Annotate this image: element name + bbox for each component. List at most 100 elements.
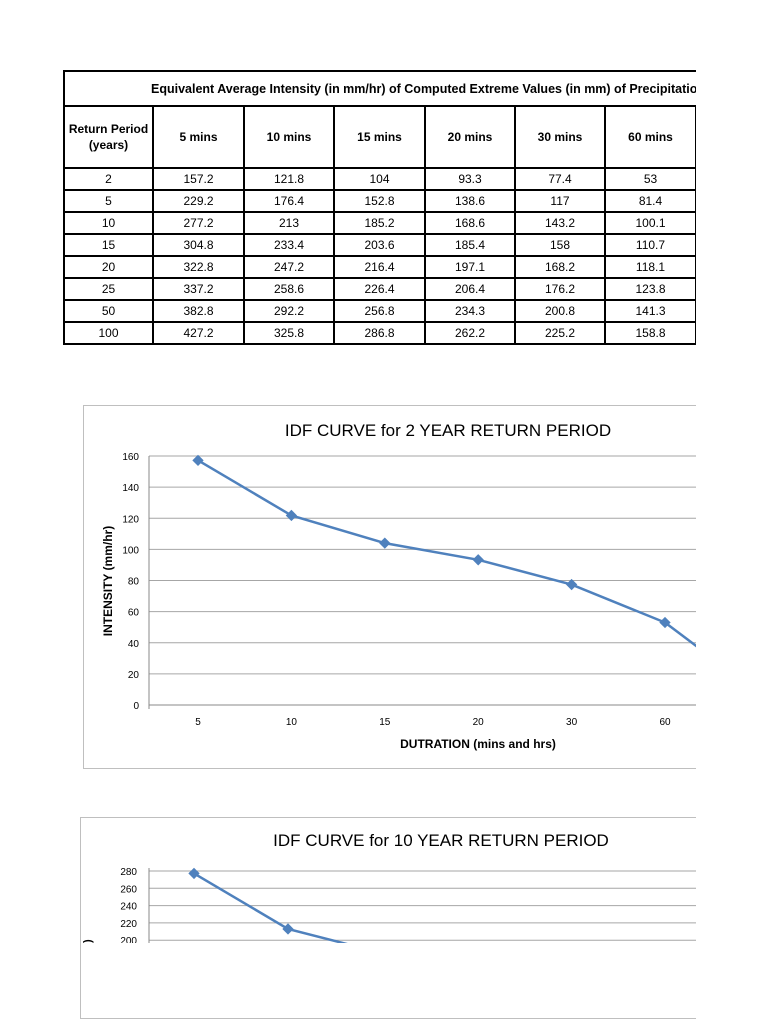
intensity-cell: 382.8 <box>152 299 245 323</box>
y-tick-label: 0 <box>133 701 139 712</box>
return-period-cell: 10 <box>63 211 154 235</box>
intensity-cell: 197.1 <box>424 255 516 279</box>
chart-title: IDF CURVE for 10 YEAR RETURN PERIOD <box>273 831 609 850</box>
return-period-cell: 5 <box>63 189 154 213</box>
series-line-continuation <box>664 621 696 648</box>
data-point-marker <box>379 537 391 549</box>
y-tick-label: 260 <box>120 884 137 895</box>
table-title: Equivalent Average Intensity (in mm/hr) … <box>62 70 696 107</box>
y-tick-label: 140 <box>122 483 139 494</box>
return-period-cell: 25 <box>63 277 154 301</box>
y-tick-label: 80 <box>128 577 140 588</box>
intensity-cell: 123.8 <box>604 277 696 301</box>
return-period-cell: 2 <box>63 167 154 191</box>
intensity-cell: 104 <box>333 167 426 191</box>
column-header: 15 mins <box>333 105 426 169</box>
y-tick-label: 200 <box>120 936 137 947</box>
intensity-cell: 216.4 <box>333 255 426 279</box>
return-period-cell: 100 <box>63 321 154 345</box>
chart-title: IDF CURVE for 2 YEAR RETURN PERIOD <box>285 421 611 440</box>
return-period-cell: 15 <box>63 233 154 257</box>
data-point-marker <box>192 454 204 467</box>
y-tick-label: 100 <box>122 545 139 556</box>
intensity-cell: 226.4 <box>333 277 426 301</box>
intensity-cell: 337.2 <box>152 277 245 301</box>
intensity-cell: 117 <box>514 189 606 213</box>
intensity-cell: 118.1 <box>604 255 696 279</box>
y-tick-label: 40 <box>128 639 140 650</box>
intensity-cell: 77.4 <box>514 167 606 191</box>
intensity-cell: 158 <box>514 233 606 257</box>
intensity-cell: 185.2 <box>333 211 426 235</box>
column-header: 5 mins <box>152 105 245 169</box>
intensity-cell: 427.2 <box>152 321 245 345</box>
y-tick-label: 160 <box>122 452 139 463</box>
intensity-cell: 325.8 <box>243 321 335 345</box>
intensity-cell: 168.6 <box>424 211 516 235</box>
intensity-cell: 168.2 <box>514 255 606 279</box>
series-line <box>193 872 383 955</box>
x-tick-label: 60 <box>659 717 671 728</box>
x-tick-label: 20 <box>473 717 485 728</box>
y-tick-label: 220 <box>120 919 137 930</box>
y-tick-label: 280 <box>120 867 137 878</box>
intensity-cell: 258.6 <box>243 277 335 301</box>
document-page: Equivalent Average Intensity (in mm/hr) … <box>62 70 696 1019</box>
column-header: 20 mins <box>424 105 516 169</box>
intensity-cell: 121.8 <box>243 167 335 191</box>
column-header: 30 mins <box>514 105 606 169</box>
table-row: 25 337.2 258.6 226.4 206.4 176.2 123.8 <box>63 277 696 301</box>
data-point-marker <box>282 923 294 935</box>
intensity-cell: 322.8 <box>152 255 245 279</box>
intensity-cell: 213 <box>243 211 335 235</box>
y-axis-label-fragment: ) <box>82 939 94 943</box>
intensity-cell: 256.8 <box>333 299 426 323</box>
intensity-cell: 157.2 <box>152 167 245 191</box>
data-point-marker <box>188 867 200 880</box>
x-tick-label: 10 <box>286 717 298 728</box>
intensity-cell: 229.2 <box>152 189 245 213</box>
intensity-cell: 277.2 <box>152 211 245 235</box>
intensity-cell: 93.3 <box>424 167 516 191</box>
intensity-cell: 53 <box>604 167 696 191</box>
intensity-cell: 225.2 <box>514 321 606 345</box>
idf-chart-2-year: IDF CURVE for 2 YEAR RETURN PERIOD 0 20 40 6… <box>83 405 696 769</box>
x-tick-label: 30 <box>566 717 578 728</box>
data-point-marker <box>285 509 298 522</box>
intensity-cell: 247.2 <box>243 255 335 279</box>
series-line <box>197 459 666 624</box>
return-period-header: Return Period (years) <box>63 105 154 169</box>
y-tick-label: 60 <box>128 608 140 619</box>
y-axis-label: INTENSITY (mm/hr) <box>101 526 115 636</box>
table-row: 15 304.8 233.4 203.6 185.4 158 110.7 <box>63 233 696 257</box>
intensity-cell: 200.8 <box>514 299 606 323</box>
intensity-cell: 143.2 <box>514 211 606 235</box>
table-row: 5 229.2 176.4 152.8 138.6 117 81.4 <box>63 189 696 213</box>
intensity-cell: 176.4 <box>243 189 335 213</box>
page-cutoff <box>81 943 696 1018</box>
x-axis-label: DUTRATION (mins and hrs) <box>400 737 556 751</box>
table-row: 100 427.2 325.8 286.8 262.2 225.2 158.8 <box>63 321 696 345</box>
y-tick-label: 120 <box>122 514 139 525</box>
column-header: 60 mins <box>604 105 696 169</box>
intensity-cell: 292.2 <box>243 299 335 323</box>
intensity-cell: 203.6 <box>333 233 426 257</box>
intensity-cell: 81.4 <box>604 189 696 213</box>
return-period-cell: 20 <box>63 255 154 279</box>
data-point-marker <box>472 554 484 566</box>
intensity-cell: 158.8 <box>604 321 696 345</box>
idf-chart-10-year: IDF CURVE for 10 YEAR RETURN PERIOD 200 22… <box>80 817 696 1019</box>
return-period-cell: 50 <box>63 299 154 323</box>
intensity-cell: 262.2 <box>424 321 516 345</box>
table-row: 2 157.2 121.8 104 93.3 77.4 53 <box>63 167 696 191</box>
x-tick-label: 5 <box>195 717 201 728</box>
intensity-cell: 234.3 <box>424 299 516 323</box>
intensity-cell: 100.1 <box>604 211 696 235</box>
intensity-cell: 304.8 <box>152 233 245 257</box>
data-point-marker <box>565 578 578 591</box>
intensity-cell: 185.4 <box>424 233 516 257</box>
y-tick-label: 20 <box>128 670 140 681</box>
table-row: 50 382.8 292.2 256.8 234.3 200.8 141.3 <box>63 299 696 323</box>
table-row: 20 322.8 247.2 216.4 197.1 168.2 118.1 <box>63 255 696 279</box>
intensity-cell: 141.3 <box>604 299 696 323</box>
